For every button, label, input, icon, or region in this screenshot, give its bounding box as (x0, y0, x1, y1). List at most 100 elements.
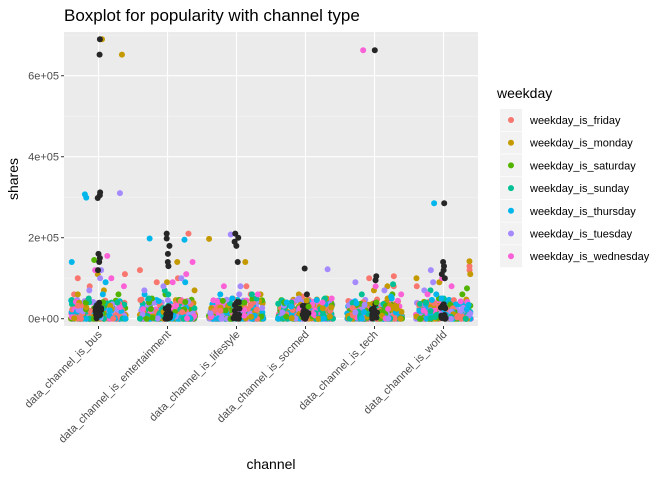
data-point (366, 275, 373, 282)
outlier-point (441, 200, 448, 207)
legend-label: weekday_is_friday (529, 115, 621, 127)
data-point (85, 295, 92, 302)
data-point (394, 297, 401, 304)
data-point (315, 315, 322, 322)
y-tick-label: 4e+05 (28, 152, 59, 164)
legend-label: weekday_is_sunday (529, 183, 630, 195)
data-point (106, 307, 113, 314)
data-point (182, 279, 189, 286)
x-tick-label: data_channel_is_bus (23, 328, 105, 410)
data-point (431, 200, 438, 207)
outlier-point (164, 309, 171, 316)
data-point (217, 291, 224, 298)
data-point (448, 283, 455, 290)
data-point (75, 302, 82, 309)
outlier-point (438, 315, 445, 321)
data-point (177, 298, 184, 305)
data-point (182, 298, 189, 305)
data-point (74, 275, 81, 282)
data-point (120, 283, 127, 290)
data-point (122, 315, 129, 322)
data-point (353, 300, 360, 307)
data-point (136, 267, 143, 274)
outlier-point (95, 267, 102, 274)
data-point (248, 291, 255, 298)
data-point (222, 307, 229, 314)
outlier-point (439, 302, 446, 309)
data-point (83, 194, 90, 201)
data-point (352, 309, 359, 316)
data-point (328, 304, 335, 311)
data-point (428, 296, 435, 303)
data-point (74, 291, 81, 298)
data-point (433, 291, 440, 298)
outlier-point (96, 36, 103, 43)
data-point (358, 291, 365, 298)
data-point (279, 309, 286, 316)
legend-key (508, 117, 514, 123)
data-point (417, 300, 424, 307)
data-point (358, 315, 365, 322)
data-point (227, 231, 234, 238)
data-point (218, 315, 225, 322)
data-point (99, 291, 106, 298)
data-point (145, 295, 152, 302)
data-point (288, 315, 295, 322)
outlier-point (301, 307, 308, 314)
outlier-point (303, 291, 310, 298)
data-point (107, 302, 114, 309)
data-point (390, 281, 397, 288)
data-point (242, 259, 249, 266)
data-point (438, 295, 445, 302)
data-point (104, 252, 111, 259)
data-point (466, 258, 473, 265)
data-point (68, 259, 75, 266)
data-point (82, 315, 89, 322)
x-axis: data_channel_is_busdata_channel_is_enter… (23, 326, 450, 446)
data-point (179, 309, 186, 316)
plot-panel (64, 32, 478, 326)
outlier-point (96, 312, 103, 319)
data-point (241, 307, 248, 314)
data-point (413, 283, 420, 290)
data-point (169, 279, 176, 286)
data-point (178, 275, 185, 282)
data-point (373, 299, 380, 306)
outlier-point (372, 277, 379, 284)
chart-title: Boxplot for popularity with channel type (64, 6, 360, 25)
data-point (114, 299, 121, 306)
x-tick-label: data_channel_is_entertainment (57, 329, 174, 446)
data-point (295, 295, 302, 302)
data-point (372, 283, 379, 290)
outlier-point (369, 313, 376, 320)
outlier-point (94, 195, 101, 202)
data-point (165, 291, 172, 298)
data-point (430, 279, 437, 286)
data-point (467, 271, 474, 278)
data-point (319, 305, 326, 312)
legend: weekday weekday_is_friday weekday_is_mond… (496, 85, 650, 268)
data-point (397, 315, 404, 322)
data-point (259, 304, 266, 311)
data-point (207, 310, 214, 317)
points-layer (67, 36, 474, 322)
data-point (77, 315, 84, 322)
data-point (191, 305, 198, 312)
data-point (147, 305, 154, 312)
data-point (181, 236, 188, 243)
legend-label: weekday_is_monday (529, 138, 633, 150)
data-point (427, 315, 434, 322)
data-point (427, 267, 434, 274)
data-point (455, 312, 462, 319)
data-point (324, 266, 331, 273)
outlier-point (441, 275, 448, 282)
data-point (275, 315, 282, 322)
outlier-point (165, 263, 172, 270)
outlier-point (163, 230, 170, 237)
data-point (413, 275, 420, 282)
legend-key (508, 253, 514, 260)
data-point (236, 291, 243, 298)
y-tick-label: 0e+00 (28, 314, 59, 326)
data-point (210, 297, 217, 304)
outlier-point (96, 51, 103, 58)
